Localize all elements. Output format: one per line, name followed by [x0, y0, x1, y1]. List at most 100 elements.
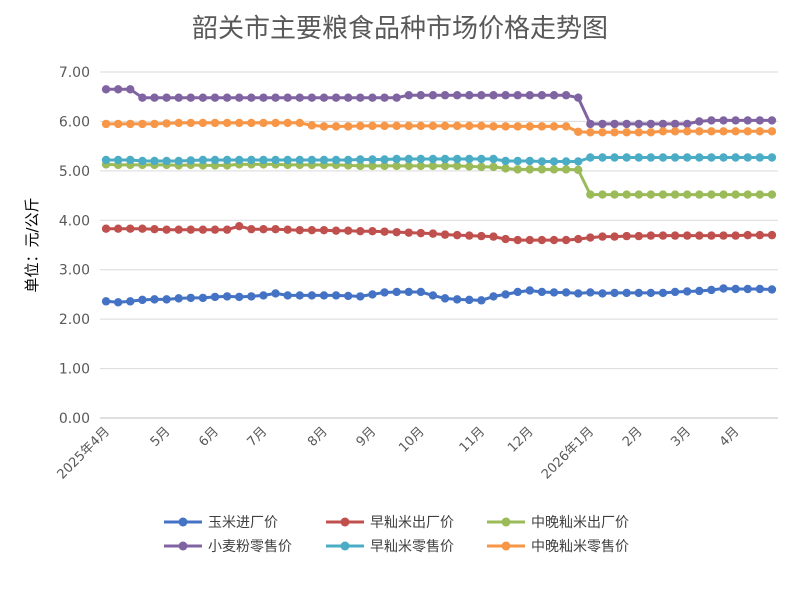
x-tick-label: 7月 [245, 424, 271, 450]
data-point [586, 190, 595, 199]
data-point [416, 121, 426, 131]
data-point [368, 93, 377, 102]
data-point [755, 284, 765, 294]
data-point [222, 292, 232, 301]
data-point [210, 118, 220, 128]
data-point [767, 230, 777, 240]
data-point [549, 122, 559, 131]
data-point [695, 286, 704, 296]
data-point [174, 294, 183, 303]
data-point [489, 292, 498, 301]
data-point [113, 298, 123, 307]
data-point [404, 91, 413, 100]
data-point [622, 128, 631, 137]
data-point [307, 225, 317, 235]
data-point [707, 231, 716, 240]
data-point [489, 91, 498, 100]
data-point [549, 235, 559, 245]
data-point [610, 128, 619, 137]
x-tick-label: 2025年4月 [55, 424, 113, 482]
data-point [501, 122, 510, 131]
x-tick-label: 11月 [457, 424, 488, 455]
data-point [743, 190, 752, 199]
series-1 [101, 284, 777, 307]
data-point [695, 153, 704, 162]
data-point [549, 157, 559, 166]
data-point [307, 121, 317, 130]
series-line [106, 162, 772, 197]
data-point [392, 93, 401, 102]
data-point [259, 93, 268, 102]
data-point [477, 91, 486, 100]
x-tick-label: 9月 [354, 424, 380, 450]
x-tick-label: 2月 [620, 424, 646, 450]
data-point [198, 155, 208, 165]
legend-item: 中晚籼米零售价 [487, 539, 629, 555]
y-tick-label: 5.00 [59, 164, 90, 180]
data-point [162, 119, 171, 128]
data-point [465, 121, 474, 131]
data-point [719, 231, 728, 240]
legend-label: 小麦粉零售价 [208, 539, 292, 555]
data-point [235, 222, 244, 231]
data-point [404, 287, 413, 297]
data-point [719, 116, 728, 125]
data-point [319, 155, 329, 165]
legend-swatch-marker [340, 517, 350, 527]
data-point [549, 91, 559, 100]
data-point [247, 292, 256, 301]
data-point [174, 118, 183, 128]
data-point [210, 225, 220, 234]
data-point [586, 128, 595, 137]
data-point [162, 156, 171, 166]
data-point [368, 290, 377, 299]
data-point [222, 155, 232, 165]
series-6 [101, 118, 777, 137]
data-point [452, 121, 462, 131]
data-point [634, 128, 643, 137]
legend-label: 玉米进厂价 [208, 515, 278, 531]
series-3 [101, 160, 777, 199]
data-point [101, 119, 111, 129]
data-point [513, 122, 522, 131]
x-tick-label: 3月 [668, 424, 694, 450]
data-point [452, 161, 462, 171]
data-point [646, 119, 656, 129]
data-point [404, 228, 413, 237]
data-point [452, 154, 462, 164]
data-point [113, 155, 123, 165]
data-point [646, 128, 656, 137]
data-point [368, 161, 377, 171]
data-point [331, 226, 341, 235]
data-point [174, 225, 183, 234]
data-point [113, 119, 123, 129]
data-point [271, 224, 280, 234]
x-tick-label: 10月 [396, 424, 427, 455]
data-point [380, 227, 389, 236]
data-point [198, 293, 208, 303]
legend-item: 早籼米零售价 [326, 539, 454, 555]
data-point [574, 234, 583, 244]
data-point [428, 161, 438, 171]
data-point [283, 225, 292, 234]
data-point [186, 225, 196, 234]
data-point [731, 116, 740, 125]
data-point [501, 156, 510, 166]
data-point [525, 91, 535, 100]
y-tick-label: 3.00 [59, 263, 90, 279]
data-point [622, 190, 631, 199]
data-point [670, 119, 680, 129]
data-point [380, 121, 389, 131]
data-point [634, 190, 643, 199]
x-tick-label: 5月 [148, 424, 174, 450]
data-point [440, 121, 450, 131]
data-point [210, 292, 220, 302]
data-point [525, 165, 535, 174]
data-point [331, 93, 341, 102]
data-point [356, 93, 365, 102]
data-point [707, 285, 716, 295]
data-point [767, 116, 777, 125]
data-point [501, 234, 510, 244]
data-point [610, 119, 619, 129]
